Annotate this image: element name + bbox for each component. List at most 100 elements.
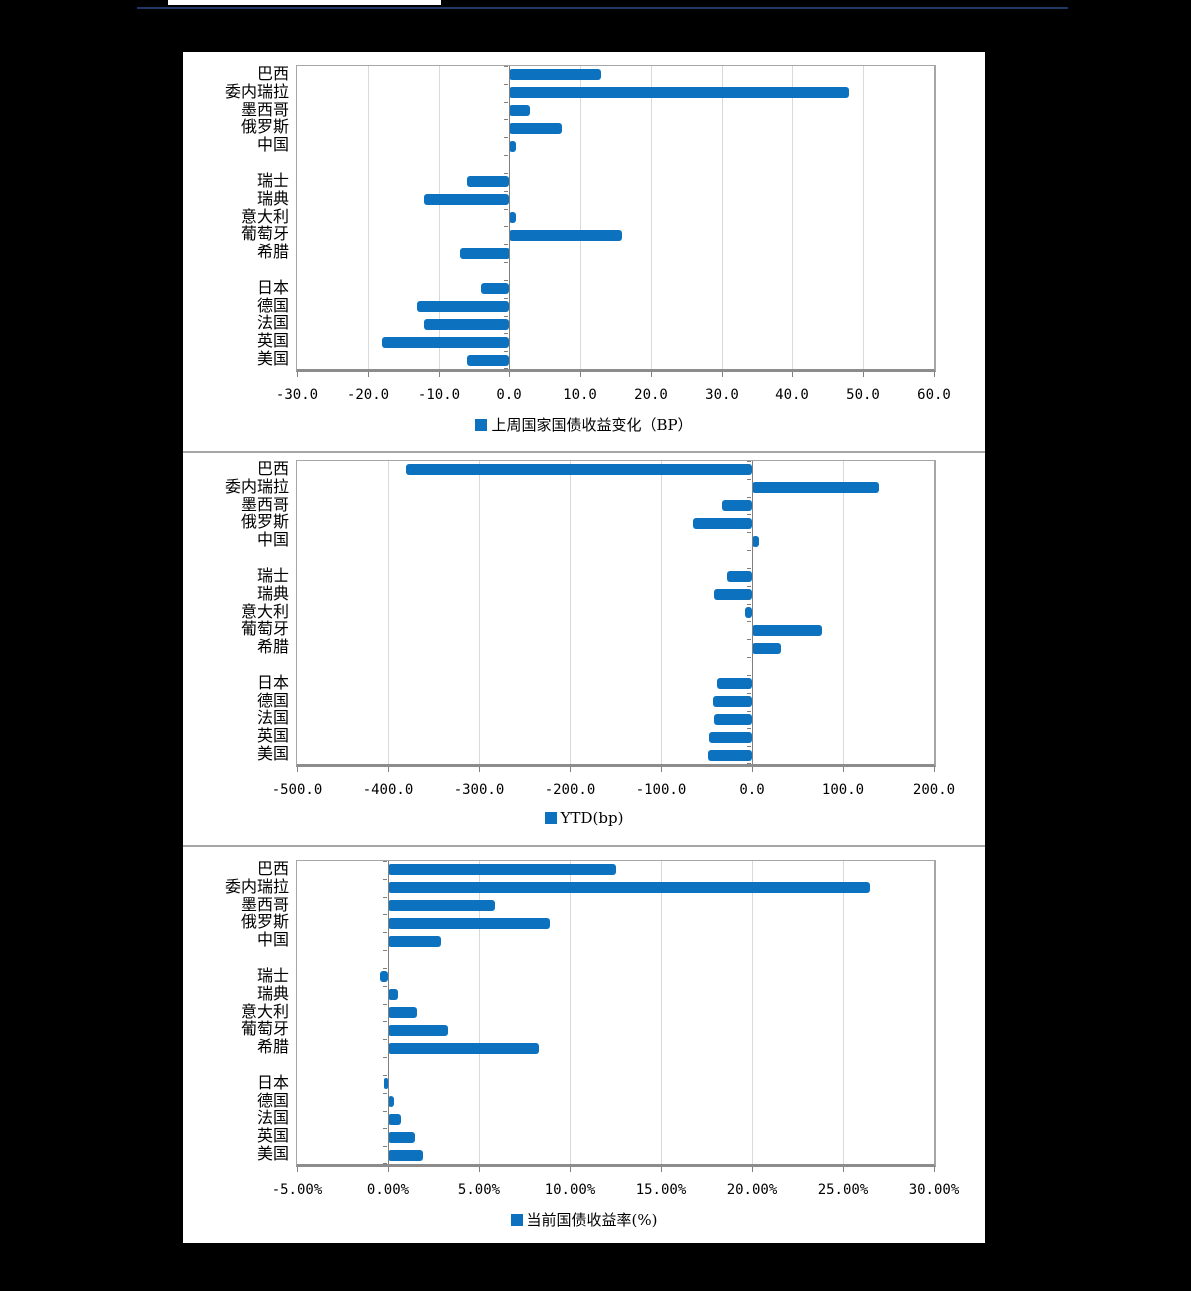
x-tick-label: -400.0	[362, 782, 414, 798]
category-label: 德国	[256, 296, 289, 315]
x-tick-label: 100.0	[821, 782, 865, 798]
axis-tick	[580, 372, 581, 377]
bar	[388, 1043, 539, 1054]
axis-tick	[843, 1167, 844, 1172]
category-label: 中国	[256, 530, 289, 549]
gridline	[661, 461, 662, 764]
bar	[693, 518, 752, 529]
legend-label: 上周国家国债收益变化（BP）	[491, 416, 693, 434]
category-label: 德国	[256, 1091, 289, 1110]
axis-tick	[747, 497, 751, 498]
category-label: 俄罗斯	[240, 912, 289, 931]
axis-tick	[383, 879, 387, 880]
axis-tick	[747, 763, 751, 764]
axis-tick	[651, 372, 652, 377]
axis-tick	[747, 639, 751, 640]
axis-tick	[747, 657, 751, 658]
bar	[509, 141, 516, 152]
zero-axis	[752, 461, 753, 764]
bar	[481, 283, 509, 294]
category-label: 瑞士	[256, 566, 289, 585]
bar	[509, 87, 849, 98]
axis-tick	[504, 351, 508, 352]
category-label: 委内瑞拉	[224, 877, 289, 896]
bar	[388, 1150, 423, 1161]
axis-tick	[747, 675, 751, 676]
axis-tick	[479, 1167, 480, 1172]
plot-area	[296, 860, 936, 1167]
axis-tick	[479, 767, 480, 772]
bar	[713, 696, 752, 707]
axis-tick	[504, 262, 508, 263]
category-label: 意大利	[240, 602, 289, 621]
axis-tick	[747, 479, 751, 480]
x-tick-label: 30.00%	[908, 1182, 960, 1198]
legend-label: 当前国债收益率(%)	[526, 1211, 658, 1229]
category-label: 瑞典	[256, 984, 289, 1003]
axis-tick	[752, 767, 753, 772]
header-rule	[137, 7, 1068, 9]
gridline	[792, 66, 793, 369]
bar	[388, 1132, 415, 1143]
zero-axis	[388, 861, 389, 1164]
zero-axis	[509, 66, 510, 369]
category-label: 英国	[256, 1126, 289, 1145]
x-tick-label: -20.0	[346, 387, 390, 403]
axis-tick	[504, 209, 508, 210]
bar	[467, 355, 509, 366]
axis-tick	[504, 298, 508, 299]
bar	[388, 900, 495, 911]
gridline	[722, 66, 723, 369]
category-label: 希腊	[256, 637, 289, 656]
plot-area	[296, 460, 936, 767]
axis-tick	[504, 173, 508, 174]
axis-tick	[747, 621, 751, 622]
chart-ytd-yield-change: YTD(bp) -500.0 -400.0 -300.0 -200.0 -100.0 0.…	[183, 459, 985, 840]
category-label: 巴西	[256, 459, 289, 478]
axis-tick	[504, 119, 508, 120]
axis-tick	[383, 1075, 387, 1076]
x-tick-label: 20.00%	[726, 1182, 778, 1198]
axis-tick	[383, 914, 387, 915]
axis-tick	[661, 767, 662, 772]
bar	[717, 678, 752, 689]
axis-tick	[383, 1111, 387, 1112]
axis-tick	[297, 767, 298, 772]
category-label: 瑞典	[256, 189, 289, 208]
axis-tick	[383, 1163, 387, 1164]
category-label: 中国	[256, 135, 289, 154]
section-divider	[183, 845, 985, 847]
axis-tick	[383, 950, 387, 951]
bar	[388, 989, 398, 1000]
category-label: 墨西哥	[240, 895, 289, 914]
x-tick-label: -30.0	[275, 387, 319, 403]
gridline	[752, 861, 753, 1164]
content-panel: 上周国家国债收益变化（BP） -30.0 -20.0 -10.0 0.0 10.0 20.…	[183, 52, 985, 1243]
x-tick-label: 30.0	[705, 387, 739, 403]
axis-tick	[504, 66, 508, 67]
axis-tick	[504, 333, 508, 334]
axis-tick	[383, 1057, 387, 1058]
category-label: 美国	[256, 1144, 289, 1163]
axis-tick	[383, 986, 387, 987]
bar	[727, 571, 752, 582]
gridline	[863, 66, 864, 369]
bar	[388, 1007, 417, 1018]
axis-tick	[661, 1167, 662, 1172]
axis-tick	[383, 897, 387, 898]
axis-tick	[747, 550, 751, 551]
axis-tick	[747, 728, 751, 729]
x-tick-label: -100.0	[635, 782, 687, 798]
section-divider	[183, 451, 985, 453]
legend-marker-icon	[544, 812, 557, 824]
bar	[509, 230, 622, 241]
chart-weekly-yield-change: 上周国家国债收益变化（BP） -30.0 -20.0 -10.0 0.0 10.0 20.…	[183, 64, 985, 445]
legend-label: YTD(bp)	[560, 809, 624, 827]
axis-tick	[383, 932, 387, 933]
axis-tick	[297, 1167, 298, 1172]
category-label: 英国	[256, 331, 289, 350]
x-tick-label: -10.0	[417, 387, 461, 403]
gridline	[479, 861, 480, 1164]
category-label: 法国	[256, 708, 289, 727]
